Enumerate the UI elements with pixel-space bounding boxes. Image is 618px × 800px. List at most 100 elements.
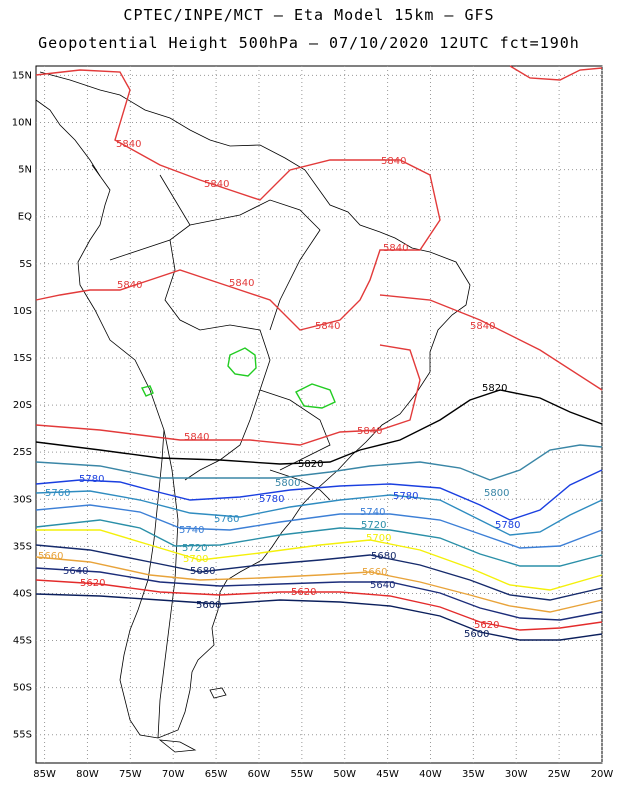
graticule (36, 66, 603, 763)
contour-label: 5740 (360, 507, 385, 518)
lat-tick-label: 5N (18, 165, 32, 176)
chart-title-line-2: Geopotential Height 500hPa – 07/10/2020 … (38, 34, 580, 52)
contour-5840-central (35, 344, 421, 446)
lon-tick-label: 85W (33, 769, 56, 780)
contour-label: 5620 (291, 587, 316, 598)
lon-tick-label: 65W (205, 769, 228, 780)
contour-label: 5720 (361, 520, 386, 531)
lat-tick-label: 10S (13, 306, 32, 317)
south-america-coastline (39, 71, 471, 739)
lat-tick-label: 45S (13, 636, 32, 647)
contour-5700 (36, 529, 603, 591)
contour-label: 5760 (214, 514, 239, 525)
contour-label: 5780 (79, 474, 104, 485)
lon-tick-label: 40W (419, 769, 442, 780)
contour-5840-east (379, 294, 603, 391)
lat-tick-label: 35S (13, 541, 32, 552)
lon-tick-label: 75W (119, 769, 142, 780)
contour-label: 5660 (362, 567, 387, 578)
contour-label: 5660 (38, 551, 63, 562)
contour-5820 (35, 389, 603, 465)
contour-label: 5820 (482, 383, 507, 394)
contour-5740 (35, 504, 603, 549)
country-border-brazil (189, 199, 321, 331)
country-border-paraguay (259, 389, 331, 471)
contour-label: 5740 (179, 525, 204, 536)
lon-tick-label: 30W (505, 769, 528, 780)
axis-tick-labels: 15N 10N 5N EQ 5S 10S 15S 20S 25S 30S 35S 40S 45S 50S 5… (12, 70, 614, 780)
lon-tick-label: 55W (291, 769, 314, 780)
closed-low-paraguay (295, 383, 336, 409)
contour-label: 5700 (366, 533, 391, 544)
lon-tick-label: 35W (462, 769, 485, 780)
contour-5680 (35, 544, 603, 601)
contour-label: 5840 (315, 321, 340, 332)
lon-tick-label: 25W (548, 769, 571, 780)
contour-label: 5700 (183, 554, 208, 565)
closed-low-andes (140, 385, 154, 397)
lat-tick-label: 10N (12, 118, 32, 129)
contour-label: 5840 (383, 243, 408, 254)
lat-tick-label: 25S (13, 447, 32, 458)
contour-label: 5620 (80, 578, 105, 589)
country-border-chile (157, 429, 179, 739)
contour-label: 5640 (63, 566, 88, 577)
country-border-uruguay (269, 469, 331, 501)
central-america-coastline (35, 99, 101, 177)
contour-label: 5800 (275, 478, 300, 489)
closed-low-bolivia (227, 347, 257, 377)
lon-tick-label: 45W (376, 769, 399, 780)
lat-tick-label: 5S (19, 259, 32, 270)
contour-label: 5760 (45, 488, 70, 499)
contour-5720 (35, 519, 603, 567)
contour-label: 5780 (393, 491, 418, 502)
contour-5840-north (35, 69, 441, 331)
country-border-north (109, 174, 191, 261)
contour-label: 5800 (484, 488, 509, 499)
contour-label: 5840 (381, 156, 406, 167)
contour-label: 5620 (474, 620, 499, 631)
contour-labels: 5840 5840 5840 5840 5840 5840 5840 5840 … (38, 139, 520, 640)
contour-5600 (35, 593, 603, 641)
contour-label: 5680 (371, 551, 396, 562)
lon-tick-label: 60W (248, 769, 271, 780)
contour-label: 5840 (357, 426, 382, 437)
contour-label: 5600 (464, 629, 489, 640)
contour-label: 5680 (190, 566, 215, 577)
contour-label: 5780 (495, 520, 520, 531)
lat-tick-label: 40S (13, 588, 32, 599)
lat-tick-label: 50S (13, 683, 32, 694)
lon-tick-label: 80W (76, 769, 99, 780)
country-border-andes (164, 239, 271, 481)
map-frame (35, 65, 603, 764)
contour-label: 5840 (470, 321, 495, 332)
contour-label: 5780 (259, 494, 284, 505)
contour-label: 5600 (196, 600, 221, 611)
contour-5660 (35, 556, 603, 613)
lon-tick-label: 50W (333, 769, 356, 780)
contour-label: 5820 (298, 459, 323, 470)
lat-tick-label: 15N (12, 70, 32, 81)
contour-label: 5840 (204, 179, 229, 190)
contour-label: 5720 (182, 543, 207, 554)
lon-tick-label: 70W (162, 769, 185, 780)
lat-tick-label: EQ (18, 212, 32, 223)
chart-title-line-1: CPTEC/INPE/MCT – Eta Model 15km – GFS (123, 6, 495, 24)
lat-tick-label: 20S (13, 400, 32, 411)
contour-layer (35, 65, 603, 641)
contour-label: 5640 (370, 580, 395, 591)
lat-tick-label: 30S (13, 494, 32, 505)
contour-5760 (35, 490, 603, 536)
contour-label: 5840 (116, 139, 141, 150)
tierra-del-fuego (158, 739, 197, 753)
contour-5620 (35, 579, 603, 631)
lon-tick-label: 20W (591, 769, 614, 780)
contour-label: 5840 (229, 278, 254, 289)
lat-tick-label: 15S (13, 353, 32, 364)
contour-5640 (35, 567, 603, 621)
contour-5800 (35, 444, 603, 481)
contour-label: 5840 (117, 280, 142, 291)
contour-5840-top-right (509, 65, 603, 81)
contour-5780 (35, 469, 603, 521)
